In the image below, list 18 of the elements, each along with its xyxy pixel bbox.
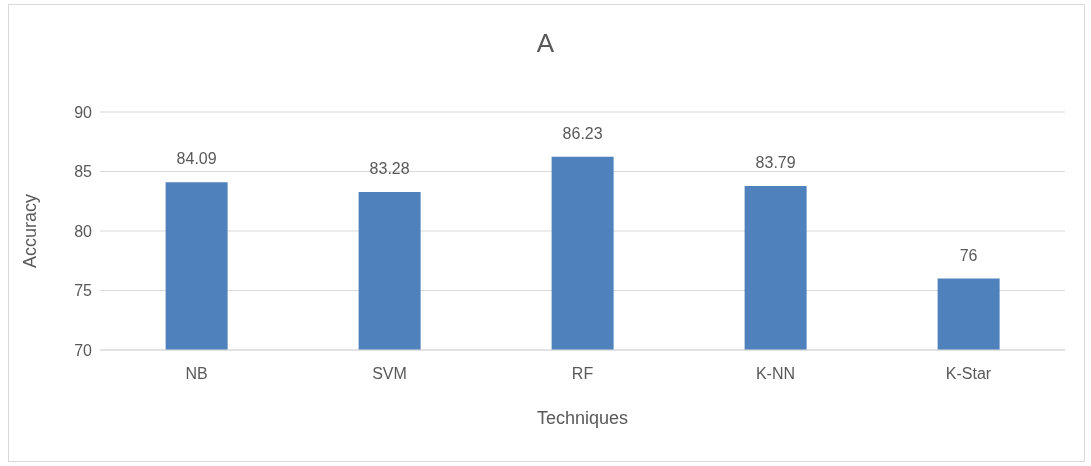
data-label: 86.23: [562, 124, 603, 142]
data-label: 83.79: [755, 153, 796, 171]
y-tick-label: 90: [74, 103, 93, 121]
x-axis-title: Techniques: [536, 408, 629, 428]
data-label: 76: [959, 246, 978, 264]
x-tick-label: RF: [571, 365, 594, 383]
x-tick-label: K-NN: [755, 365, 796, 383]
y-tick-label: 70: [74, 341, 93, 359]
chart-title: A: [535, 28, 556, 59]
y-axis-title: Accuracy: [20, 193, 41, 269]
y-tick-label: 75: [74, 282, 93, 300]
data-label: 84.09: [176, 150, 217, 168]
x-tick-label: SVM: [372, 365, 407, 383]
y-tick-label: 85: [74, 163, 93, 181]
data-label: 83.28: [369, 159, 410, 177]
y-tick-label: 80: [74, 222, 93, 240]
x-tick-label: K-Star: [945, 365, 992, 383]
x-tick-label: NB: [185, 365, 208, 383]
